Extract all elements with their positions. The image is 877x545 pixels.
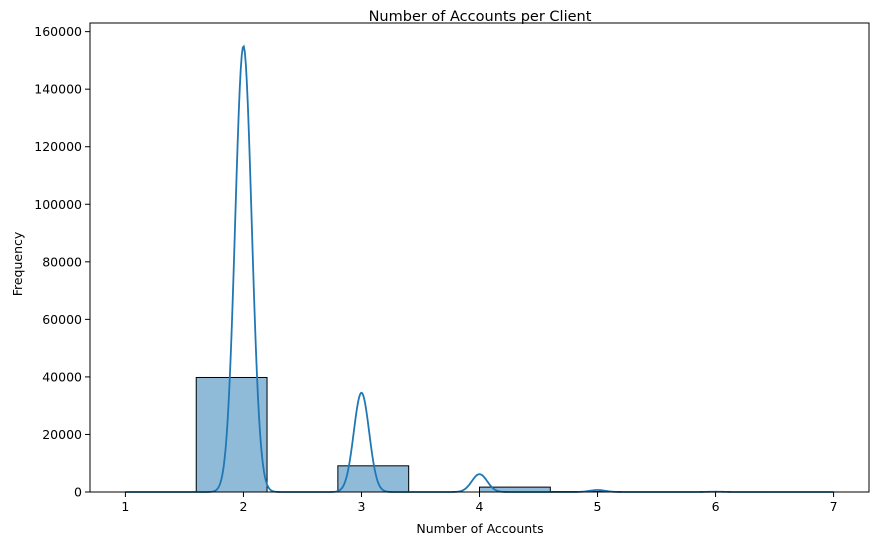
chart-title: Number of Accounts per Client (369, 9, 592, 25)
y-axis-label: Frequency (10, 231, 25, 296)
x-axis-ticks: 1 2 3 4 5 6 7 (121, 492, 838, 514)
y-tick-label: 140000 (34, 82, 82, 97)
x-tick-label: 4 (476, 499, 484, 514)
histogram-bar (195, 376, 268, 493)
x-tick-label: 6 (712, 499, 720, 514)
x-axis-label: Number of Accounts (416, 521, 543, 536)
y-tick-label: 160000 (34, 24, 82, 39)
y-tick-label: 120000 (34, 139, 82, 154)
y-tick-label: 80000 (42, 254, 82, 269)
y-tick-label: 40000 (42, 369, 82, 384)
bars-group (195, 376, 835, 493)
y-axis-ticks: 0 20000 40000 60000 80000 100000 120000 140000 1… (34, 24, 90, 500)
y-tick-label: 0 (74, 485, 82, 500)
y-tick-label: 60000 (42, 312, 82, 327)
x-tick-label: 1 (121, 499, 129, 514)
x-tick-label: 2 (239, 499, 247, 514)
y-tick-label: 100000 (34, 197, 82, 212)
x-tick-label: 3 (357, 499, 365, 514)
y-tick-label: 20000 (42, 427, 82, 442)
x-tick-label: 5 (594, 499, 602, 514)
x-tick-label: 7 (830, 499, 838, 514)
